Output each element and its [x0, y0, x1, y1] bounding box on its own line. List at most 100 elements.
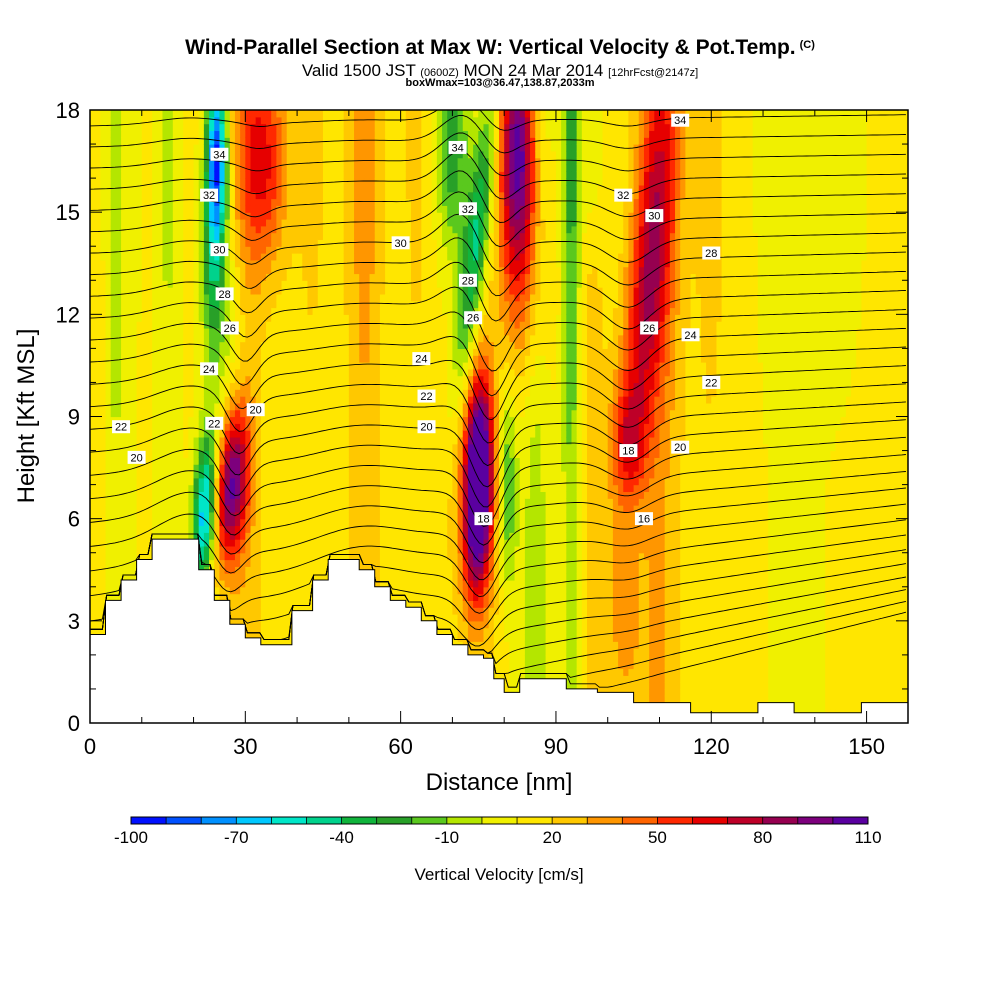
velocity-cell: [136, 212, 143, 220]
velocity-cell: [286, 450, 293, 458]
velocity-cell: [266, 273, 272, 281]
velocity-cell: [369, 246, 376, 254]
velocity-cell: [172, 416, 179, 424]
velocity-cell: [286, 137, 293, 145]
velocity-cell: [354, 218, 360, 227]
velocity-cell: [250, 559, 257, 567]
velocity-cell: [183, 273, 189, 281]
velocity-cell: [250, 436, 257, 445]
velocity-cell: [364, 253, 371, 261]
velocity-cell: [121, 191, 127, 200]
velocity-cell: [369, 368, 376, 377]
velocity-cell: [240, 539, 246, 547]
velocity-cell: [110, 579, 117, 588]
velocity-cell: [214, 307, 221, 315]
velocity-cell: [240, 280, 246, 288]
velocity-cell: [203, 150, 210, 159]
velocity-cell: [343, 130, 350, 138]
velocity-cell: [291, 559, 298, 567]
velocity-cell: [354, 116, 360, 125]
velocity-cell: [297, 293, 303, 302]
velocity-cell: [105, 552, 112, 561]
velocity-cell: [224, 552, 231, 561]
velocity-cell: [328, 375, 334, 384]
velocity-cell: [183, 321, 189, 329]
velocity-cell: [178, 368, 184, 377]
velocity-cell: [276, 389, 283, 397]
velocity-cell: [209, 307, 215, 315]
velocity-cell: [105, 464, 112, 472]
velocity-cell: [255, 307, 262, 315]
velocity-cell: [255, 130, 262, 138]
velocity-cell: [224, 144, 231, 152]
velocity-cell: [322, 525, 329, 533]
velocity-cell: [317, 464, 324, 472]
velocity-cell: [266, 627, 272, 636]
velocity-cell: [255, 627, 262, 636]
velocity-cell: [152, 157, 158, 166]
velocity-cell: [338, 396, 345, 404]
velocity-cell: [172, 368, 179, 377]
velocity-cell: [167, 253, 174, 261]
velocity-cell: [271, 273, 277, 281]
velocity-cell: [193, 212, 200, 220]
velocity-cell: [110, 178, 117, 186]
velocity-cell: [146, 178, 153, 186]
velocity-cell: [266, 430, 272, 438]
velocity-cell: [188, 423, 195, 431]
velocity-cell: [369, 307, 376, 315]
velocity-cell: [224, 382, 231, 390]
velocity-cell: [343, 273, 350, 281]
velocity-cell: [338, 110, 345, 118]
velocity-cell: [317, 293, 324, 302]
velocity-cell: [105, 566, 112, 574]
velocity-cell: [136, 498, 143, 506]
velocity-cell: [100, 225, 107, 234]
velocity-cell: [100, 198, 107, 206]
velocity-cell: [276, 307, 283, 315]
velocity-cell: [115, 225, 122, 234]
velocity-cell: [167, 178, 174, 186]
velocity-cell: [214, 110, 221, 118]
velocity-cell: [333, 205, 340, 213]
velocity-cell: [286, 205, 293, 213]
velocity-cell: [131, 273, 138, 281]
velocity-cell: [291, 171, 298, 179]
velocity-cell: [317, 239, 324, 247]
velocity-cell: [198, 164, 205, 172]
velocity-cell: [203, 436, 210, 445]
velocity-cell: [126, 532, 133, 540]
velocity-cell: [354, 525, 360, 533]
velocity-cell: [317, 334, 324, 343]
velocity-cell: [219, 362, 226, 370]
velocity-cell: [276, 341, 283, 349]
velocity-cell: [100, 293, 107, 302]
velocity-cell: [348, 110, 355, 118]
velocity-cell: [224, 525, 231, 533]
velocity-cell: [121, 505, 127, 513]
velocity-cell: [162, 314, 169, 322]
velocity-cell: [131, 545, 138, 554]
velocity-cell: [136, 198, 143, 206]
velocity-cell: [245, 287, 252, 295]
velocity-cell: [255, 477, 262, 486]
velocity-cell: [131, 532, 138, 540]
velocity-cell: [312, 239, 319, 247]
velocity-cell: [167, 341, 174, 349]
velocity-cell: [260, 396, 267, 404]
velocity-cell: [338, 436, 345, 445]
velocity-cell: [328, 457, 334, 465]
velocity-cell: [105, 246, 112, 254]
velocity-cell: [333, 334, 340, 343]
velocity-cell: [343, 423, 350, 431]
velocity-cell: [286, 614, 293, 622]
velocity-cell: [105, 355, 112, 363]
velocity-cell: [276, 396, 283, 404]
velocity-cell: [245, 450, 252, 458]
velocity-cell: [348, 402, 355, 411]
velocity-cell: [348, 184, 355, 193]
velocity-cell: [95, 539, 101, 547]
velocity-cell: [276, 402, 283, 411]
velocity-cell: [224, 498, 231, 506]
velocity-cell: [95, 579, 101, 588]
